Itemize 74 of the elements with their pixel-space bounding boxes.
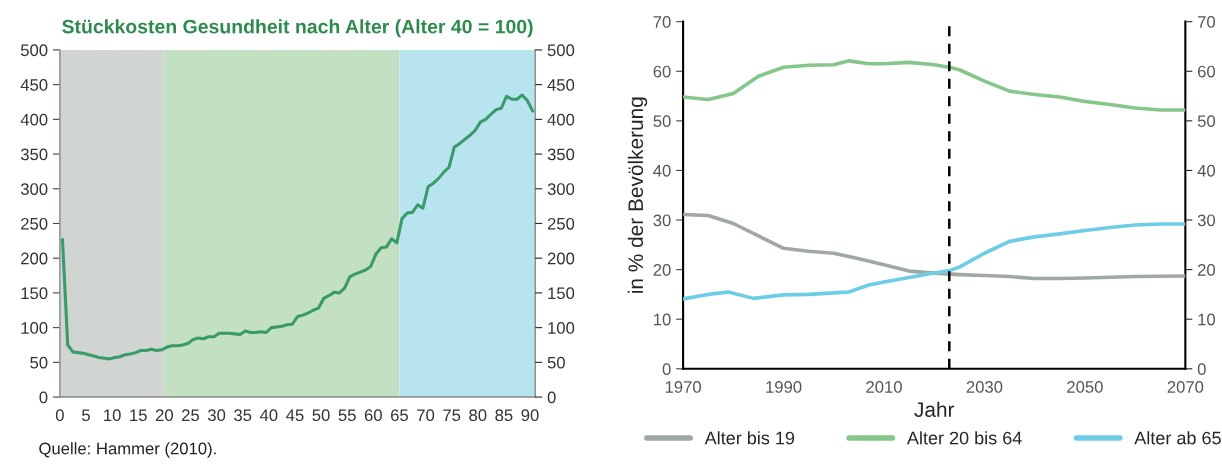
x-tick-label: 25 [182,409,200,422]
y-tick-label: 70 [653,16,671,28]
y2-tick-label: 100 [548,322,575,334]
y2-tick-label: 200 [547,252,575,265]
legend-label: Alter 20 bis 64 [906,431,1022,445]
y2-tick-label: 300 [547,183,575,195]
y2-tick-label: 400 [547,113,575,126]
y-tick-label: 450 [20,79,48,91]
x-tick-label: 75 [443,409,461,422]
y2-tick-label: 20 [1197,264,1216,276]
x-tick-label: 60 [364,409,382,422]
y2-tick-label: 150 [548,287,575,300]
x-tick-label: 90 [521,409,539,422]
x-tick-label: 40 [259,409,278,422]
x-tick-label: 1990 [766,381,802,393]
y-tick-label: 50 [30,356,48,369]
legend-label: Alter bis 19 [704,431,795,445]
y-tick-label: 10 [654,313,671,326]
x-tick-label: 80 [469,409,487,422]
y-axis-title: in % der Bevölkerung [627,97,648,293]
y-tick-label: 40 [653,164,671,177]
line-series [683,59,1186,112]
y-tick-label: 350 [20,148,48,161]
y-tick-label: 0 [39,391,48,404]
x-tick-label: 2070 [1167,381,1204,393]
y2-tick-label: 30 [1197,214,1216,227]
y2-tick-label: 10 [1198,313,1216,326]
x-tick-label: 30 [207,409,226,422]
y-tick-label: 60 [653,65,671,78]
line-series [683,222,1186,301]
line-series [683,212,1186,281]
y2-tick-label: 450 [547,79,575,91]
x-tick-label: 2050 [1067,381,1103,393]
x-tick-label: 45 [286,409,304,422]
x-tick-label: 15 [130,409,147,422]
y2-tick-label: 500 [547,44,575,57]
y2-tick-label: 70 [1198,16,1216,28]
y-tick-label: 250 [21,217,48,230]
line-series [60,93,535,361]
x-tick-label: 65 [391,409,408,422]
x-tick-label: 50 [312,409,330,422]
y-tick-label: 500 [20,44,48,57]
y2-tick-label: 40 [1197,164,1216,177]
x-tick-label: 20 [155,409,173,422]
y2-tick-label: 0 [547,391,556,404]
y-tick-label: 50 [653,115,671,128]
y-tick-label: 0 [662,363,671,375]
y-tick-label: 300 [20,183,48,195]
y2-tick-label: 0 [1197,363,1206,375]
y2-tick-label: 60 [1197,65,1216,78]
y2-tick-label: 50 [1197,115,1216,128]
x-axis-title: Jahr [914,401,955,417]
x-tick-label: 2030 [966,381,1003,393]
x-tick-label: 10 [104,409,121,422]
y2-tick-label: 50 [547,356,565,369]
y-tick-label: 20 [653,264,671,276]
x-tick-label: 55 [338,409,356,422]
x-tick-label: 85 [495,409,513,422]
chart-title: Stückkosten Gesundheit nach Alter (Alter 40 = 100) [62,19,533,38]
y-tick-label: 200 [21,252,48,265]
y-tick-label: 100 [21,322,48,334]
y-tick-label: 400 [20,113,48,126]
y-tick-label: 150 [21,287,48,300]
x-tick-label: 0 [55,409,64,422]
x-tick-label: 35 [234,409,252,422]
source-note: Quelle: Hammer (2010). [39,442,216,458]
x-tick-label: 5 [82,409,90,422]
y2-tick-label: 250 [547,217,575,230]
legend-label: Alter ab 65 [1134,431,1221,445]
x-tick-label: 2010 [866,381,902,393]
y2-tick-label: 350 [547,148,575,161]
x-tick-label: 1970 [665,381,701,393]
x-tick-label: 70 [417,409,435,422]
y-tick-label: 30 [653,214,671,227]
